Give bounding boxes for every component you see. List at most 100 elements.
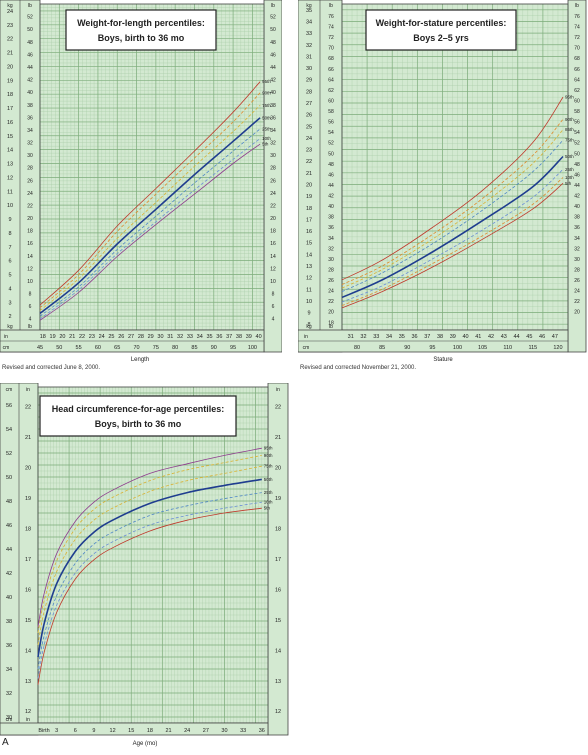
wfl-ytick-kg-14: 14 bbox=[7, 148, 13, 154]
wfl-ytick-lb-right-42: 42 bbox=[270, 78, 276, 84]
wfl-xtick-cm-95: 95 bbox=[230, 345, 236, 351]
wfl-ytick-lb-right-50: 50 bbox=[270, 27, 276, 33]
wfl-ytick-lb-inner-16: 16 bbox=[27, 241, 33, 247]
wfs-ytick-lb-inner-72: 72 bbox=[328, 35, 334, 41]
wfs-ytick-kg-19: 19 bbox=[306, 194, 312, 200]
wfs-ytick-lb-right-30: 30 bbox=[574, 257, 580, 263]
wfl-ytick-lb-inner-52: 52 bbox=[27, 15, 33, 21]
wfl-ytick-lb-right-52: 52 bbox=[270, 15, 276, 21]
wfs-series-50th-line bbox=[341, 155, 564, 299]
wfs-ytick-kg-29: 29 bbox=[306, 78, 312, 84]
wfl-ytick-kg-7: 7 bbox=[8, 245, 11, 251]
wfs-ytick-kg-9: 9 bbox=[307, 311, 310, 317]
wfl-xtick-in-35: 35 bbox=[206, 334, 212, 340]
wfs-ytick-lb-right-74: 74 bbox=[574, 25, 580, 31]
hc-series-10th-line bbox=[37, 501, 262, 679]
wfl-ytick-kg-6: 6 bbox=[8, 259, 11, 265]
hc-ytick-in-left-20: 20 bbox=[25, 465, 31, 471]
wfl-series-90th-line bbox=[39, 92, 261, 309]
hc-ytick-in-right-13: 13 bbox=[275, 679, 281, 685]
hc-series-5th-line bbox=[37, 507, 262, 685]
wfl-xtick-in-20: 20 bbox=[59, 334, 65, 340]
wfs-unit-cm: cm bbox=[303, 345, 310, 351]
wfs-ytick-kg-8: 8 bbox=[307, 322, 310, 328]
wfs-ytick-kg-34: 34 bbox=[306, 19, 312, 25]
wfs-ytick-lb-inner-54: 54 bbox=[328, 130, 334, 136]
wfl-ytick-kg-16: 16 bbox=[7, 120, 13, 126]
wfs-ytick-lb-inner-68: 68 bbox=[328, 56, 334, 62]
wfs-ytick-kg-33: 33 bbox=[306, 31, 312, 37]
wfs-ytick-kg-18: 18 bbox=[306, 206, 312, 212]
hc-ytick-in-right-17: 17 bbox=[275, 557, 281, 563]
wfs-title-line1: Weight-for-stature percentiles: bbox=[376, 18, 507, 28]
wfl-ytick-lb-inner-38: 38 bbox=[27, 103, 33, 109]
wfs-xtick-cm-120: 120 bbox=[553, 345, 562, 351]
wfl-revision-note: Revised and corrected June 8, 2000. bbox=[2, 365, 101, 371]
wfl-ytick-lb-right-6: 6 bbox=[272, 304, 275, 310]
wfs-ytick-lb-right-24: 24 bbox=[574, 289, 580, 295]
wfs-chart-panel: 95th 90th 85th 75th 50th 25th 10th 5th 8 9 10 11 12 1… bbox=[297, 0, 588, 368]
wfs-ytick-lb-inner-46: 46 bbox=[328, 172, 334, 178]
wfs-ytick-lb-right-52: 52 bbox=[574, 141, 580, 147]
wfs-xtick-cm-95: 95 bbox=[429, 345, 435, 351]
wfl-ytick-lb-right-34: 34 bbox=[270, 128, 276, 134]
wfs-ytick-lb-inner-48: 48 bbox=[328, 162, 334, 168]
hc-bottom-axis-strip bbox=[0, 722, 269, 736]
wfl-unit-lb-right: lb bbox=[271, 3, 275, 9]
wfs-series-5th-line bbox=[341, 182, 564, 309]
wfs-ytick-kg-14: 14 bbox=[306, 252, 312, 258]
wfs-unit-lb-right: lb bbox=[575, 3, 579, 9]
wfs-xtick-in-44: 44 bbox=[514, 334, 520, 340]
wfl-ytick-kg-8: 8 bbox=[8, 231, 11, 237]
hc-series-90th-label: 90th bbox=[264, 453, 273, 458]
wfl-xtick-cm-80: 80 bbox=[172, 345, 178, 351]
wfl-series-95th-label: 95th bbox=[262, 79, 271, 84]
hc-xtick-15: 15 bbox=[128, 728, 134, 734]
wfl-xtick-cm-70: 70 bbox=[133, 345, 139, 351]
wfs-ytick-lb-right-26: 26 bbox=[574, 278, 580, 284]
wfs-series-10th-label: 10th bbox=[565, 175, 574, 180]
wfl-ytick-lb-right-12: 12 bbox=[270, 266, 276, 272]
hc-ytick-cm-56: 56 bbox=[6, 403, 12, 409]
hc-ytick-in-right-12: 12 bbox=[275, 709, 281, 715]
hc-series-95th-line bbox=[37, 447, 262, 628]
figure-label: A bbox=[2, 737, 9, 748]
wfs-xtick-cm-85: 85 bbox=[379, 345, 385, 351]
wfs-ytick-kg-31: 31 bbox=[306, 54, 312, 60]
hc-series-25th-line bbox=[37, 492, 262, 670]
wfl-ytick-lb-right-20: 20 bbox=[270, 216, 276, 222]
wfs-ytick-kg-13: 13 bbox=[306, 264, 312, 270]
wfl-unit-kg-top: kg bbox=[7, 3, 13, 9]
wfs-ytick-lb-inner-60: 60 bbox=[328, 98, 334, 104]
wfl-ytick-lb-right-28: 28 bbox=[270, 166, 276, 172]
wfs-ytick-lb-inner-28: 28 bbox=[328, 267, 334, 273]
wfl-ytick-lb-inner-26: 26 bbox=[27, 178, 33, 184]
wfl-chart-panel: 95th 90th 75th 50th 25th 10th 5th 2 3 4 5 6 7 8 9 10 11 1… bbox=[0, 0, 283, 368]
wfs-xtick-in-35: 35 bbox=[399, 334, 405, 340]
hc-xtick-9: 9 bbox=[92, 728, 95, 734]
wfl-major-grid bbox=[39, 4, 264, 331]
wfl-unit-lb-top: lb bbox=[28, 3, 32, 9]
wfs-ytick-lb-right-22: 22 bbox=[574, 299, 580, 305]
hc-xtick-36: 36 bbox=[259, 728, 265, 734]
wfl-xtick-in-34: 34 bbox=[197, 334, 203, 340]
wfl-ytick-lb-inner-40: 40 bbox=[27, 90, 33, 96]
wfs-ytick-kg-21: 21 bbox=[306, 171, 312, 177]
wfs-xtick-in-40: 40 bbox=[462, 334, 468, 340]
wfl-ytick-kg-4: 4 bbox=[8, 286, 11, 292]
wfl-series-5th-label: 5th bbox=[262, 142, 269, 147]
wfl-xtick-cm-55: 55 bbox=[76, 345, 82, 351]
wfl-xtick-in-26: 26 bbox=[118, 334, 124, 340]
hc-series-95th-label: 95th bbox=[264, 446, 273, 451]
wfl-xtick-in-21: 21 bbox=[69, 334, 75, 340]
hc-series-75th-line bbox=[37, 465, 262, 646]
wfs-ytick-lb-inner-42: 42 bbox=[328, 194, 334, 200]
wfl-ytick-lb-inner-48: 48 bbox=[27, 40, 33, 46]
wfl-ytick-lb-inner-28: 28 bbox=[27, 166, 33, 172]
wfs-xtick-in-45: 45 bbox=[526, 334, 532, 340]
wfs-xtick-in-38: 38 bbox=[437, 334, 443, 340]
wfs-series-25th-label: 25th bbox=[565, 167, 574, 172]
wfl-ytick-lb-inner-8: 8 bbox=[29, 292, 32, 298]
wfs-ytick-lb-right-20: 20 bbox=[574, 310, 580, 316]
hc-xtick-6: 6 bbox=[74, 728, 77, 734]
